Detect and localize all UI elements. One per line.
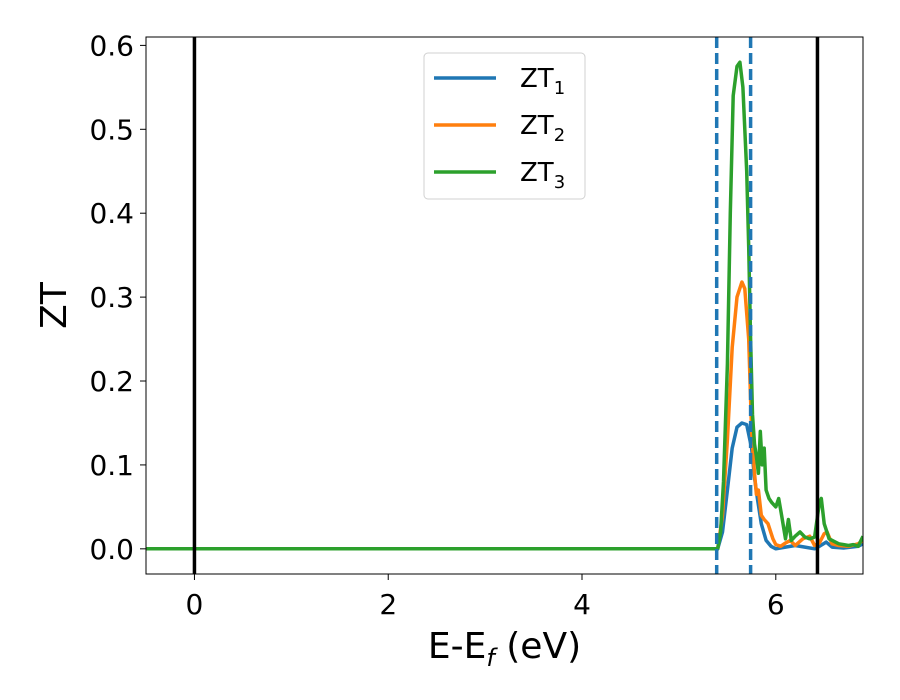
x-tick-label: 0 xyxy=(186,588,204,621)
series-line-2 xyxy=(146,280,863,551)
x-axis-title-main: E-E xyxy=(428,626,486,667)
x-tick-label: 6 xyxy=(767,588,785,621)
x-axis-title-units: (eV) xyxy=(495,626,581,667)
series-line-1 xyxy=(146,421,863,551)
series-line-3 xyxy=(146,60,863,551)
x-tick-label: 4 xyxy=(573,588,591,621)
y-tick-label: 0.6 xyxy=(89,29,134,62)
y-tick-label: 0.0 xyxy=(89,533,134,566)
y-tick-label: 0.1 xyxy=(89,449,134,482)
x-axis-title: E-Ef (eV) xyxy=(428,626,581,672)
legend-label-3: ZT3 xyxy=(520,158,565,193)
y-axis-title: ZT xyxy=(34,281,75,329)
y-tick-label: 0.4 xyxy=(89,197,134,230)
x-tick-label: 2 xyxy=(379,588,397,621)
legend-label-1: ZT1 xyxy=(520,64,565,99)
y-tick-label: 0.3 xyxy=(89,281,134,314)
plot-frame xyxy=(145,36,864,575)
legend: ZT1 ZT2 ZT3 xyxy=(423,52,586,200)
legend-box xyxy=(423,52,586,200)
ticks-layer: 0 2 4 6 0.0 0.1 0.2 0.3 0.4 0.5 0.6 xyxy=(89,29,784,621)
legend-label-2: ZT2 xyxy=(520,111,565,146)
y-tick-label: 0.2 xyxy=(89,365,134,398)
y-tick-label: 0.5 xyxy=(89,113,134,146)
plot-area xyxy=(146,37,863,574)
